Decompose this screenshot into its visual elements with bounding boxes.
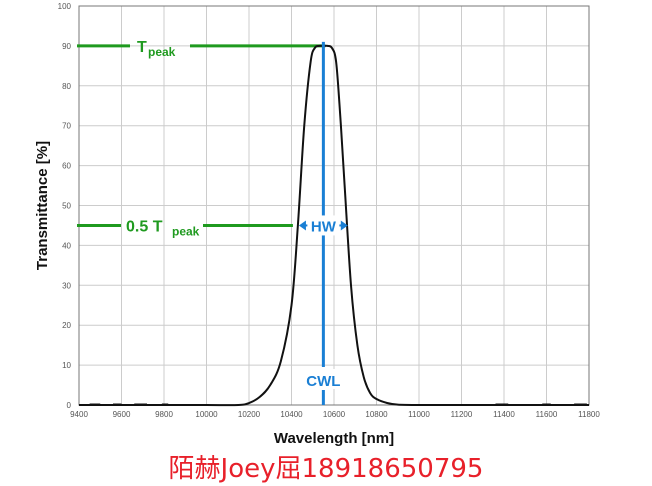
x-tick-label: 10600: [323, 410, 346, 419]
half-peak-label: 0.5 T: [126, 218, 163, 235]
y-tick-label: 70: [62, 122, 71, 131]
grid: [78, 5, 590, 406]
x-tick-label: 11400: [493, 410, 515, 419]
y-tick-label: 40: [62, 241, 71, 250]
x-tick-label: 11000: [408, 410, 430, 419]
half-peak-subscript: peak: [172, 224, 200, 238]
x-tick-label: 9600: [113, 410, 131, 419]
transmittance-chart: 9400 9600 9800 10000 10200 10400 10600 10800 110…: [34, 2, 600, 447]
hw-arrow-left: [298, 220, 306, 231]
hw-label: HW: [311, 218, 337, 235]
x-tick-label: 10200: [238, 410, 261, 419]
y-tick-label: 10: [62, 361, 71, 370]
y-tick-label: 50: [62, 202, 71, 211]
x-tick-label: 9400: [70, 410, 88, 419]
x-tick-label: 9800: [155, 410, 173, 419]
y-axis-label: Transmittance [%]: [34, 141, 51, 270]
t-peak-subscript: peak: [148, 45, 176, 59]
x-tick-label: 10400: [280, 410, 303, 419]
hw-label-bg: [305, 215, 342, 236]
x-tick-label: 11800: [578, 410, 600, 419]
y-tick-label: 60: [62, 162, 71, 171]
cwl-label-bg: [301, 369, 346, 389]
x-tick-label: 11200: [451, 410, 473, 419]
blue-annotations: CWL HW: [298, 41, 348, 405]
x-tick-label: 10800: [365, 410, 388, 419]
hw-arrow-right: [340, 220, 348, 231]
y-tick-label: 30: [62, 281, 71, 290]
x-tick-label: 10000: [195, 410, 218, 419]
x-tick-label: 11600: [536, 410, 558, 419]
t-peak-label: T: [137, 39, 147, 56]
y-tick-label: 100: [58, 2, 72, 11]
cwl-label: CWL: [306, 373, 340, 390]
watermark-text: 陌赫Joey屈18918650795: [168, 454, 484, 484]
y-tick-label: 80: [62, 82, 71, 91]
x-tick-labels: 9400 9600 9800 10000 10200 10400 10600 10800 110…: [70, 410, 600, 419]
y-tick-label: 0: [67, 401, 72, 410]
plot-frame: [78, 5, 590, 406]
y-tick-label: 90: [62, 42, 71, 51]
y-tick-label: 20: [62, 321, 71, 330]
x-axis-label: Wavelength [nm]: [274, 430, 394, 447]
y-tick-labels: 0 10 20 30 40 50 60 70 80 90 100: [58, 2, 72, 410]
